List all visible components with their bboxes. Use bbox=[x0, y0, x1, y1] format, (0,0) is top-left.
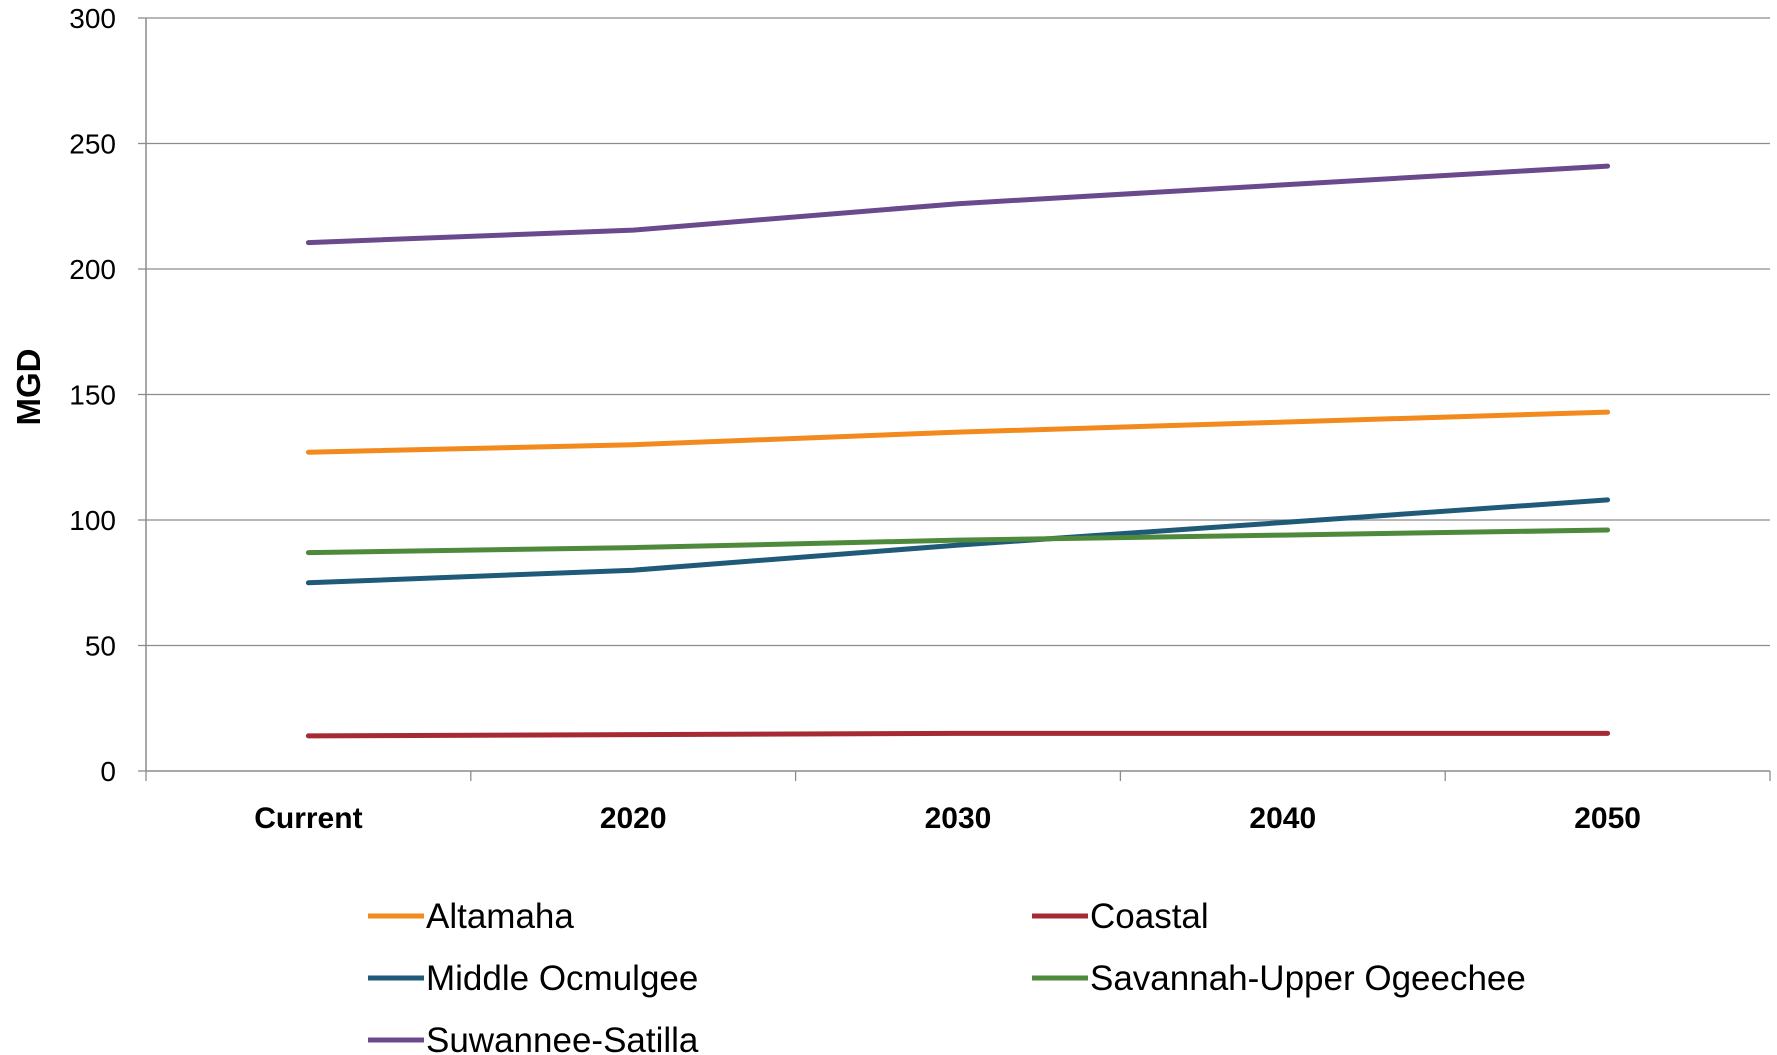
y-tick-label: 250 bbox=[69, 129, 116, 160]
x-tick-label: 2030 bbox=[925, 802, 992, 835]
y-tick-label: 50 bbox=[85, 631, 116, 662]
y-tick-label: 0 bbox=[100, 756, 116, 787]
x-tick-label: 2020 bbox=[600, 802, 667, 835]
axes: 0 50 100 150 200 250 300 Current 2020 2030 2040 205… bbox=[69, 3, 1771, 835]
legend-label-altamaha: Altamaha bbox=[426, 897, 574, 936]
x-tick-label: 2040 bbox=[1249, 802, 1316, 835]
series-lines bbox=[305, 163, 1611, 739]
series-line-middle-ocmulgee bbox=[305, 497, 1611, 586]
y-tick-label: 200 bbox=[69, 254, 116, 285]
y-axis-title: MGD bbox=[10, 349, 47, 426]
legend-label-coastal: Coastal bbox=[1090, 897, 1209, 936]
y-tick-label: 300 bbox=[69, 3, 116, 34]
x-tick-label: 2050 bbox=[1574, 802, 1641, 835]
legend-label-suwannee-satilla: Suwannee-Satilla bbox=[426, 1021, 699, 1055]
legend-label-savannah-upper-ogeechee: Savannah-Upper Ogeechee bbox=[1090, 959, 1526, 998]
legend: Altamaha Coastal Middle Ocmulgee Savannah-U… bbox=[368, 897, 1526, 1055]
series-line-coastal bbox=[305, 730, 1611, 739]
gridlines bbox=[146, 17, 1770, 647]
legend-label-middle-ocmulgee: Middle Ocmulgee bbox=[426, 959, 698, 998]
series-line-suwannee-satilla bbox=[305, 163, 1611, 246]
y-tick-label: 150 bbox=[69, 380, 116, 411]
series-line-savannah-upper-ogeechee bbox=[305, 527, 1611, 556]
series-line-altamaha bbox=[305, 409, 1611, 455]
x-tick-label: Current bbox=[254, 802, 362, 835]
y-tick-label: 100 bbox=[69, 505, 116, 536]
